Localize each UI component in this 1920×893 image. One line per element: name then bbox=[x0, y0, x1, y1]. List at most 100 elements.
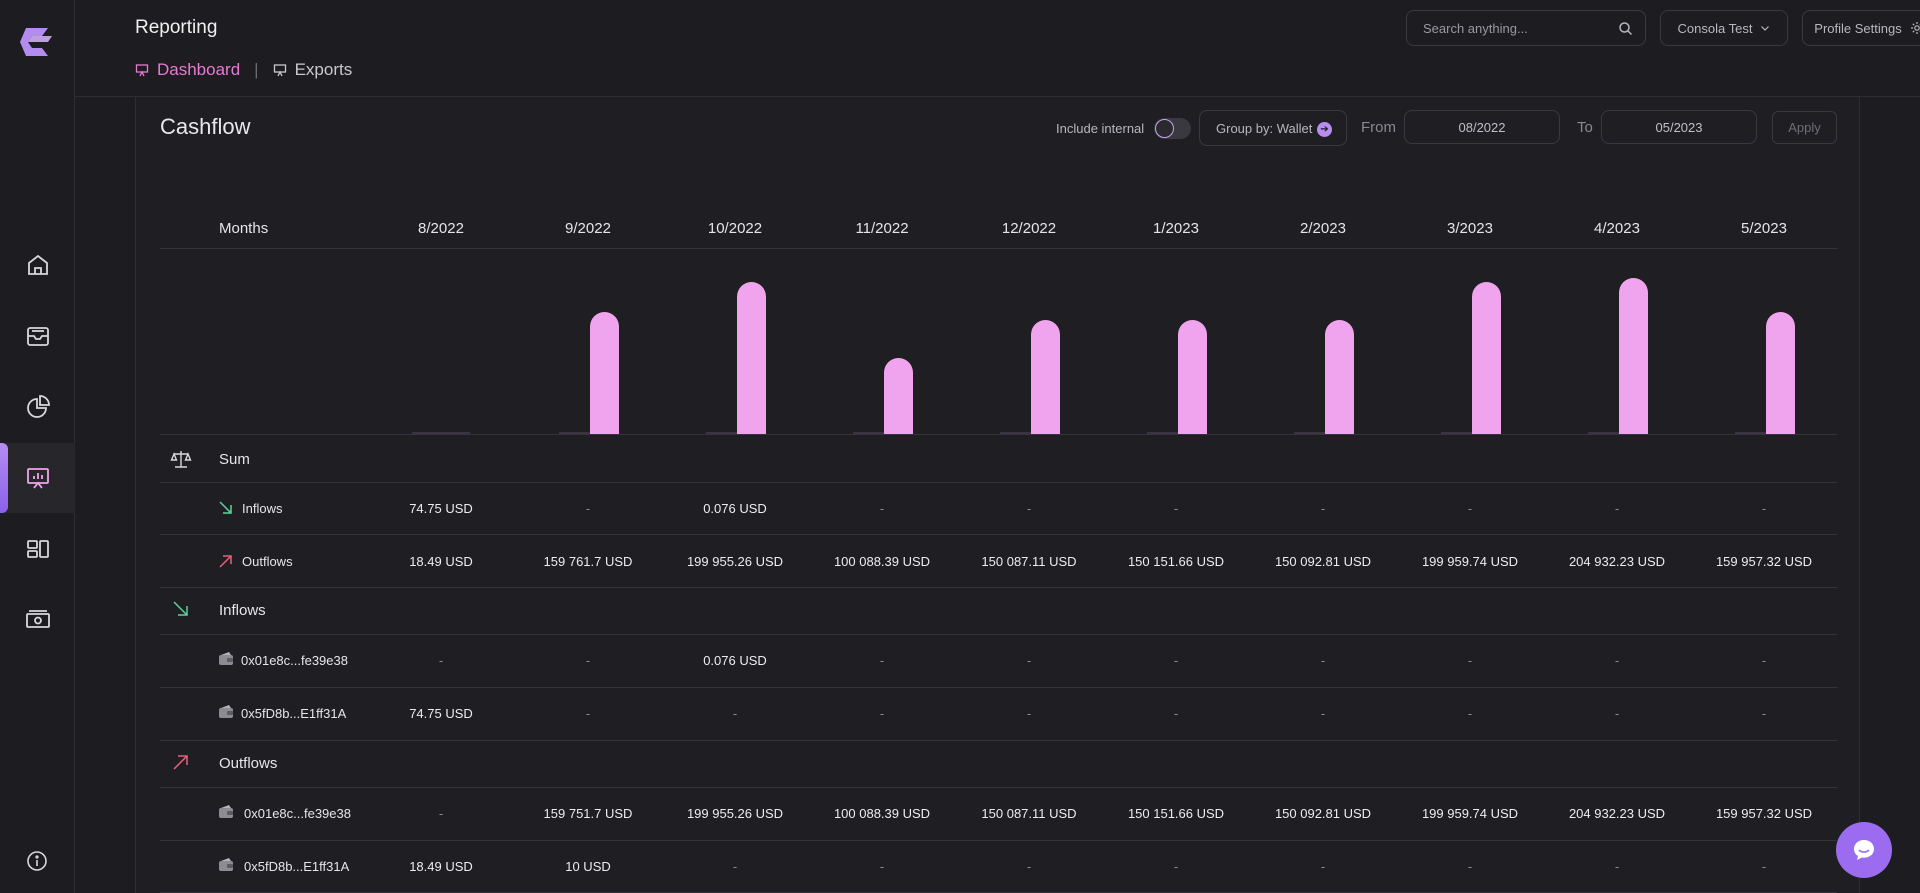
profile-settings-button[interactable]: Profile Settings bbox=[1802, 10, 1920, 46]
value-cell: - bbox=[1320, 501, 1326, 516]
inflows-section-label: Inflows bbox=[219, 602, 266, 619]
to-date-input[interactable]: 05/2023 bbox=[1601, 110, 1757, 144]
sidebar bbox=[0, 0, 75, 893]
value-cell: 100 088.39 USD bbox=[833, 806, 931, 821]
nav-money[interactable] bbox=[0, 585, 75, 655]
outflow-wallet-row: 0x5fD8b...E1ff31A 18.49 USD 10 USD - - - - - - -… bbox=[160, 841, 1837, 893]
value-cell: - bbox=[1467, 501, 1473, 516]
value-cell: - bbox=[1614, 653, 1620, 668]
value-cell: - bbox=[585, 501, 591, 516]
value-cell: - bbox=[1467, 859, 1473, 874]
value-cell: 100 088.39 USD bbox=[833, 554, 931, 569]
tab-dashboard-label: Dashboard bbox=[157, 60, 241, 79]
app-logo[interactable] bbox=[18, 24, 56, 60]
arrow-up-right-icon bbox=[219, 555, 232, 568]
cashflow-bar-chart bbox=[160, 249, 1837, 435]
wallet-icon bbox=[219, 805, 233, 818]
inflows-section-row: Inflows bbox=[160, 588, 1837, 635]
months-label: Months bbox=[219, 220, 269, 237]
home-icon bbox=[27, 254, 48, 275]
value-cell: 159 751.7 USD bbox=[543, 806, 633, 821]
presentation-icon bbox=[135, 64, 149, 77]
outflows-section-label: Outflows bbox=[219, 755, 278, 772]
chart-bar[interactable] bbox=[1472, 282, 1501, 434]
outflow-wallet-row: 0x01e8c...fe39e38 - 159 751.7 USD 199 955.… bbox=[160, 788, 1837, 841]
chat-icon bbox=[1854, 840, 1874, 860]
sum-outflows-row: Outflows 18.49 USD 159 761.7 USD 199 955.2… bbox=[160, 535, 1837, 588]
chevron-down-icon bbox=[1761, 26, 1770, 31]
value-cell: - bbox=[1614, 859, 1620, 874]
value-cell: - bbox=[1761, 501, 1767, 516]
value-cell: 199 959.74 USD bbox=[1421, 806, 1519, 821]
tab-exports[interactable]: Exports bbox=[273, 60, 352, 80]
chart-baseline bbox=[1588, 432, 1646, 434]
topbar: Reporting Dashboard | Exports Search any… bbox=[75, 0, 1920, 97]
value-cell: - bbox=[879, 501, 885, 516]
nav-widgets[interactable] bbox=[0, 514, 75, 584]
tab-separator: | bbox=[254, 60, 259, 79]
page-title: Reporting bbox=[135, 17, 218, 38]
wallet-address[interactable]: 0x01e8c...fe39e38 bbox=[241, 653, 348, 668]
value-cell: - bbox=[732, 859, 738, 874]
inbox-icon bbox=[26, 327, 49, 346]
chart-bar[interactable] bbox=[884, 358, 913, 434]
include-internal-toggle[interactable] bbox=[1154, 117, 1192, 139]
chart-bar[interactable] bbox=[1766, 312, 1795, 434]
search-input[interactable]: Search anything... bbox=[1406, 10, 1646, 46]
month-header: 8/2022 bbox=[418, 220, 464, 237]
chart-bar[interactable] bbox=[737, 282, 766, 434]
arrow-down-right-icon bbox=[173, 601, 188, 616]
chart-bar[interactable] bbox=[1325, 320, 1354, 434]
chart-bar[interactable] bbox=[1178, 320, 1207, 434]
account-switcher[interactable]: Consola Test bbox=[1660, 10, 1788, 46]
wallet-address[interactable]: 0x01e8c...fe39e38 bbox=[244, 806, 351, 821]
nav-wallets[interactable] bbox=[0, 301, 75, 371]
inflow-wallet-row: 0x5fD8b...E1ff31A 74.75 USD - - - - - - - - - bbox=[160, 688, 1837, 741]
value-cell: - bbox=[1026, 859, 1032, 874]
account-label: Consola Test bbox=[1677, 20, 1753, 36]
month-header: 4/2023 bbox=[1594, 220, 1640, 237]
nav-home[interactable] bbox=[0, 230, 75, 300]
chart-bar[interactable] bbox=[1619, 278, 1648, 434]
tab-dashboard[interactable]: Dashboard bbox=[135, 60, 240, 80]
value-cell: - bbox=[438, 653, 444, 668]
chat-support-button[interactable] bbox=[1836, 822, 1892, 878]
from-date-input[interactable]: 08/2022 bbox=[1404, 110, 1560, 144]
subnav: Dashboard | Exports bbox=[135, 60, 352, 80]
chart-bar[interactable] bbox=[1031, 320, 1060, 434]
chart-bar[interactable] bbox=[590, 312, 619, 434]
chart-baseline bbox=[1294, 432, 1352, 434]
value-cell: 204 932.23 USD bbox=[1568, 554, 1666, 569]
info-icon[interactable] bbox=[25, 849, 49, 873]
value-cell: 0.076 USD bbox=[703, 501, 767, 516]
arrow-down-right-icon bbox=[219, 501, 232, 514]
nav-reporting[interactable] bbox=[0, 443, 75, 513]
value-cell: 199 955.26 USD bbox=[686, 806, 784, 821]
chart-baseline bbox=[1441, 432, 1499, 434]
value-cell: - bbox=[1026, 653, 1032, 668]
sum-label: Sum bbox=[219, 451, 250, 468]
month-header: 12/2022 bbox=[1001, 220, 1057, 237]
value-cell: - bbox=[585, 653, 591, 668]
value-cell: 74.75 USD bbox=[409, 501, 473, 516]
value-cell: - bbox=[1026, 706, 1032, 721]
layout-icon bbox=[26, 540, 49, 558]
sum-section-row: Sum bbox=[160, 435, 1837, 483]
value-cell: - bbox=[1173, 501, 1179, 516]
from-label: From bbox=[1361, 119, 1396, 136]
sum-inflows-row: Inflows 74.75 USD - 0.076 USD - - - - - - - bbox=[160, 483, 1837, 535]
value-cell: - bbox=[879, 859, 885, 874]
include-internal-control: Include internal bbox=[1056, 110, 1192, 146]
value-cell: 199 955.26 USD bbox=[686, 554, 784, 569]
month-header: 3/2023 bbox=[1447, 220, 1493, 237]
wallet-address[interactable]: 0x5fD8b...E1ff31A bbox=[241, 706, 347, 721]
nav-analytics[interactable] bbox=[0, 372, 75, 442]
group-by-button[interactable]: Group by: Wallet ➔ bbox=[1199, 110, 1347, 146]
months-header: Months 8/2022 9/2022 10/2022 11/2022 12/… bbox=[160, 206, 1837, 249]
value-cell: 150 151.66 USD bbox=[1127, 806, 1225, 821]
wallet-address[interactable]: 0x5fD8b...E1ff31A bbox=[244, 859, 350, 874]
profile-label: Profile Settings bbox=[1814, 20, 1902, 36]
month-header: 9/2022 bbox=[565, 220, 611, 237]
apply-button[interactable]: Apply bbox=[1772, 111, 1837, 144]
gear-icon bbox=[1910, 22, 1920, 34]
